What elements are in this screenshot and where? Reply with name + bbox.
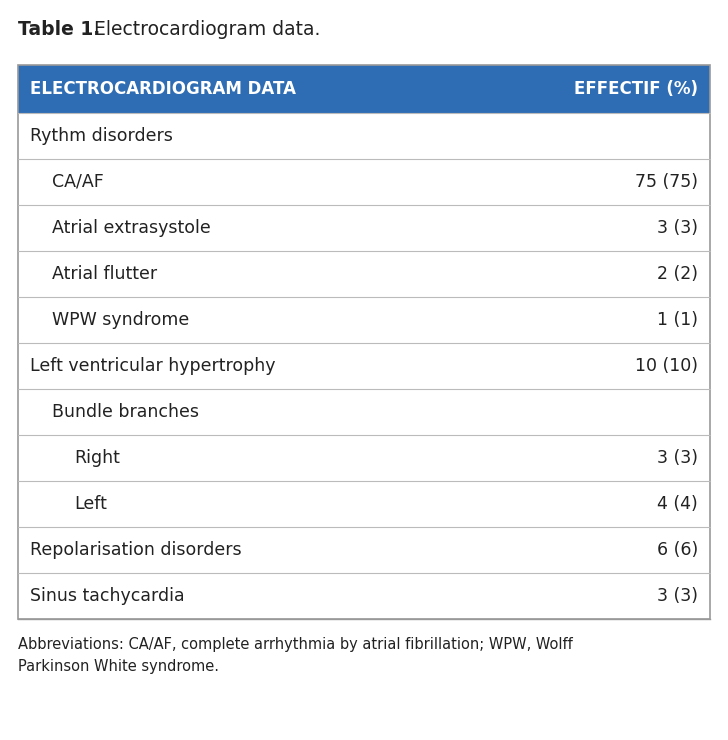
Text: 3 (3): 3 (3): [657, 449, 698, 467]
Text: 3 (3): 3 (3): [657, 219, 698, 237]
Text: Atrial flutter: Atrial flutter: [52, 265, 157, 283]
Text: Left ventricular hypertrophy: Left ventricular hypertrophy: [30, 357, 275, 375]
Text: 2 (2): 2 (2): [657, 265, 698, 283]
Text: Sinus tachycardia: Sinus tachycardia: [30, 587, 185, 605]
Text: Abbreviations: CA/AF, complete arrhythmia by atrial fibrillation; WPW, Wolff
Par: Abbreviations: CA/AF, complete arrhythmi…: [18, 637, 573, 674]
Text: Right: Right: [74, 449, 120, 467]
Text: 10 (10): 10 (10): [635, 357, 698, 375]
Text: EFFECTIF (%): EFFECTIF (%): [574, 80, 698, 98]
Text: 1 (1): 1 (1): [657, 311, 698, 329]
Text: Electrocardiogram data.: Electrocardiogram data.: [82, 20, 320, 39]
Text: 6 (6): 6 (6): [657, 541, 698, 559]
Text: CA/AF: CA/AF: [52, 173, 104, 191]
Text: 4 (4): 4 (4): [657, 495, 698, 513]
Text: Bundle branches: Bundle branches: [52, 403, 199, 421]
Text: Repolarisation disorders: Repolarisation disorders: [30, 541, 242, 559]
Text: Atrial extrasystole: Atrial extrasystole: [52, 219, 210, 237]
Text: Rythm disorders: Rythm disorders: [30, 127, 173, 145]
Text: WPW syndrome: WPW syndrome: [52, 311, 189, 329]
Text: 75 (75): 75 (75): [635, 173, 698, 191]
Text: 3 (3): 3 (3): [657, 587, 698, 605]
Text: Table 1.: Table 1.: [18, 20, 100, 39]
Text: ELECTROCARDIOGRAM DATA: ELECTROCARDIOGRAM DATA: [30, 80, 296, 98]
Text: Left: Left: [74, 495, 107, 513]
